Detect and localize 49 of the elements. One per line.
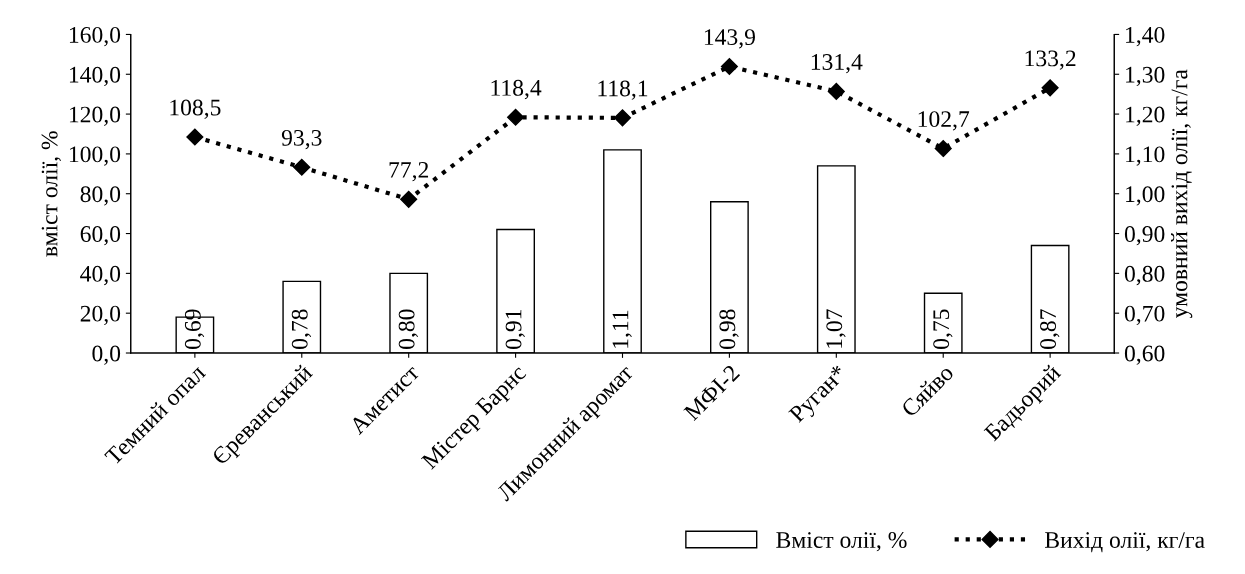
data-label: 133,2 xyxy=(1025,50,1076,70)
y2-tick-label: 0,80 xyxy=(1124,265,1165,286)
y2-tick-label: 1,30 xyxy=(1126,66,1165,87)
point xyxy=(400,190,418,208)
point xyxy=(293,158,311,176)
data-label: 1,07 xyxy=(826,309,846,348)
y-tick-label: 40,0 xyxy=(80,265,121,286)
y-tick-label: 0,0 xyxy=(92,345,121,365)
y2-tick-label: 1,20 xyxy=(1126,106,1165,126)
data-label: 0,98 xyxy=(719,309,739,349)
y-tick-label: 60,0 xyxy=(80,226,121,246)
y-tick-label: 20,0 xyxy=(80,305,121,326)
data-label: 0,78 xyxy=(291,309,312,349)
data-label: 102,7 xyxy=(918,111,970,131)
data-label: 108,5 xyxy=(170,99,221,119)
data-label: 93,3 xyxy=(281,129,322,150)
data-label: 0,75 xyxy=(933,309,953,349)
point xyxy=(507,108,525,126)
y2-tick-label: 0,60 xyxy=(1124,345,1165,365)
point xyxy=(720,57,738,76)
data-label: 0,91 xyxy=(505,309,525,349)
data-label: 1,11 xyxy=(612,310,632,348)
y2-tick-label: 1,10 xyxy=(1126,146,1165,166)
y2-tick-label: 1,40 xyxy=(1126,26,1165,47)
data-label: 118,4 xyxy=(491,79,542,100)
data-label: 0,69 xyxy=(184,309,205,349)
data-label: 0,87 xyxy=(1040,309,1060,349)
y-tick-label: 120,0 xyxy=(69,106,121,126)
data-label: 77,2 xyxy=(389,161,429,182)
legend-label: Вихід олії, кг/га xyxy=(1045,532,1205,553)
point xyxy=(1041,79,1059,97)
y-tick-label: 140,0 xyxy=(69,66,121,87)
point xyxy=(186,128,204,146)
y2-tick-label: 0,70 xyxy=(1124,305,1165,326)
y-tick-label: 80,0 xyxy=(80,186,121,206)
y-axis-title: вміст олії, % xyxy=(41,131,61,257)
y-tick-label: 160,0 xyxy=(69,26,121,47)
legend-label: Вміст олії, % xyxy=(776,532,907,552)
data-label: 143,9 xyxy=(704,29,755,49)
data-label: 131,4 xyxy=(811,54,863,74)
point xyxy=(827,82,845,100)
data-label: 118,1 xyxy=(598,80,648,100)
y2-tick-label: 0,90 xyxy=(1124,226,1165,246)
point xyxy=(934,139,952,158)
y-tick-label: 100,0 xyxy=(69,146,121,166)
y2-tick-label: 1,00 xyxy=(1126,186,1165,206)
y2-axis-title: умовний вихід олії, кг/га xyxy=(1171,69,1193,319)
point xyxy=(613,109,632,127)
data-label: 0,80 xyxy=(398,309,418,349)
